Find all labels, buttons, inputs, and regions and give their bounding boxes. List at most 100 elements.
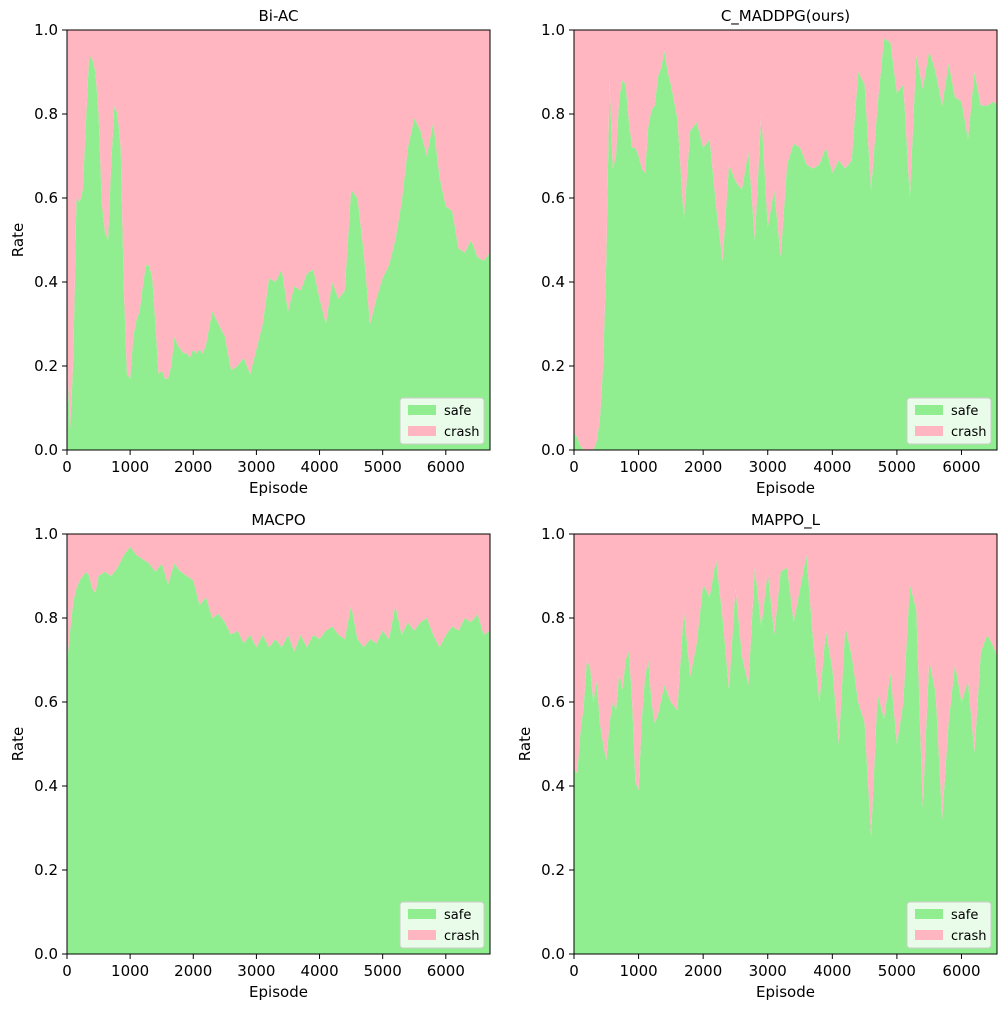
x-axis-label: Episode <box>756 479 815 497</box>
x-tick-label: 3000 <box>749 962 787 980</box>
x-axis-label: Episode <box>756 983 815 1001</box>
legend-swatch-crash <box>408 930 436 940</box>
axes-frame <box>573 533 998 955</box>
x-tick-label: 4000 <box>813 458 851 476</box>
x-tick-label: 6000 <box>942 458 980 476</box>
series-crash-area <box>574 30 997 450</box>
x-tick-label: 4000 <box>813 962 851 980</box>
y-axis-label: Rate <box>516 727 534 761</box>
legend: safe crash <box>399 901 485 949</box>
x-tick-label: 0 <box>569 458 579 476</box>
y-tick-label: 0.0 <box>34 945 58 963</box>
x-tick-label: 1000 <box>619 458 657 476</box>
chart-title: MAPPO_L <box>751 511 821 530</box>
y-tick-label: 1.0 <box>541 21 565 39</box>
y-tick-label: 0.8 <box>541 609 565 627</box>
chart-title: MACPO <box>251 511 305 529</box>
legend-swatch-crash <box>915 930 943 940</box>
legend-label-crash: crash <box>444 425 479 440</box>
y-tick-label: 0.4 <box>541 273 565 291</box>
chart-panel-3: 0 1000 2000 3000 4000 5000 6000 0.0 0.2 0.4 0.6 0.8… <box>9 511 491 1001</box>
legend-swatch-safe <box>915 909 943 919</box>
legend-label-crash: crash <box>951 929 986 944</box>
y-tick-label: 1.0 <box>34 525 58 543</box>
legend: safe crash <box>906 397 992 445</box>
x-axis-label: Episode <box>249 479 308 497</box>
x-tick-label: 2000 <box>174 962 212 980</box>
x-tick-label: 3000 <box>237 962 275 980</box>
axes-frame <box>66 533 491 955</box>
x-tick-label: 6000 <box>427 962 465 980</box>
chart-panel-1: 0 1000 2000 3000 4000 5000 6000 0.0 0.2 0.4 0.6 0.8… <box>9 7 491 497</box>
y-tick-label: 0.2 <box>541 861 565 879</box>
y-tick-label: 1.0 <box>541 525 565 543</box>
y-tick-label: 0.6 <box>34 693 58 711</box>
legend-label-safe: safe <box>951 404 978 419</box>
series-safe-area <box>67 546 490 954</box>
legend-swatch-safe <box>408 405 436 415</box>
x-tick-label: 4000 <box>300 962 338 980</box>
series-crash-area <box>67 534 490 665</box>
chart-title: Bi-AC <box>258 7 298 25</box>
axes-frame <box>573 29 998 451</box>
x-tick-label: 1000 <box>619 962 657 980</box>
y-tick-label: 0.0 <box>541 441 565 459</box>
legend: safe crash <box>399 397 485 445</box>
x-tick-label: 5000 <box>878 458 916 476</box>
chart-panel-4: 0 1000 2000 3000 4000 5000 6000 0.0 0.2 0.4 0.6 0.8… <box>516 511 998 1001</box>
legend-swatch-crash <box>408 426 436 436</box>
y-tick-label: 0.0 <box>34 441 58 459</box>
y-tick-label: 0.6 <box>34 189 58 207</box>
x-tick-label: 3000 <box>749 458 787 476</box>
series-safe-area <box>574 38 997 451</box>
axes-frame <box>66 29 491 451</box>
legend-label-safe: safe <box>951 908 978 923</box>
x-tick-label: 0 <box>62 962 72 980</box>
x-tick-label: 1000 <box>111 458 149 476</box>
chart-panel-2: 0 1000 2000 3000 4000 5000 6000 0.0 0.2 0.4 0.6 0.8… <box>541 7 998 497</box>
legend-swatch-safe <box>915 405 943 415</box>
y-tick-label: 0.8 <box>541 105 565 123</box>
y-tick-label: 0.2 <box>541 357 565 375</box>
x-tick-label: 2000 <box>174 458 212 476</box>
y-tick-label: 0.2 <box>34 357 58 375</box>
x-tick-label: 0 <box>569 962 579 980</box>
x-tick-label: 1000 <box>111 962 149 980</box>
legend-swatch-crash <box>915 426 943 436</box>
x-tick-label: 5000 <box>364 962 402 980</box>
series-crash-area <box>574 534 997 837</box>
x-tick-label: 3000 <box>237 458 275 476</box>
legend-label-crash: crash <box>444 929 479 944</box>
y-tick-label: 0.4 <box>541 777 565 795</box>
x-tick-label: 4000 <box>300 458 338 476</box>
y-tick-label: 0.4 <box>34 273 58 291</box>
legend-label-crash: crash <box>951 425 986 440</box>
x-tick-label: 5000 <box>878 962 916 980</box>
x-axis-label: Episode <box>249 983 308 1001</box>
x-tick-label: 2000 <box>684 962 722 980</box>
x-tick-label: 2000 <box>684 458 722 476</box>
y-tick-label: 0.8 <box>34 609 58 627</box>
y-tick-label: 1.0 <box>34 21 58 39</box>
x-tick-label: 5000 <box>364 458 402 476</box>
y-axis-label: Rate <box>9 223 27 257</box>
x-tick-label: 6000 <box>427 458 465 476</box>
y-tick-label: 0.2 <box>34 861 58 879</box>
series-safe-area <box>574 555 997 954</box>
x-tick-label: 6000 <box>942 962 980 980</box>
y-tick-label: 0.8 <box>34 105 58 123</box>
legend-label-safe: safe <box>444 404 471 419</box>
y-axis-label: Rate <box>9 727 27 761</box>
legend: safe crash <box>906 901 992 949</box>
y-tick-label: 0.6 <box>541 189 565 207</box>
series-safe-area <box>67 55 490 450</box>
x-tick-label: 0 <box>62 458 72 476</box>
y-tick-label: 0.6 <box>541 693 565 711</box>
series-crash-area <box>67 30 490 429</box>
chart-title: C_MADDPG(ours) <box>721 7 850 26</box>
legend-label-safe: safe <box>444 908 471 923</box>
y-tick-label: 0.0 <box>541 945 565 963</box>
y-tick-label: 0.4 <box>34 777 58 795</box>
legend-swatch-safe <box>408 909 436 919</box>
